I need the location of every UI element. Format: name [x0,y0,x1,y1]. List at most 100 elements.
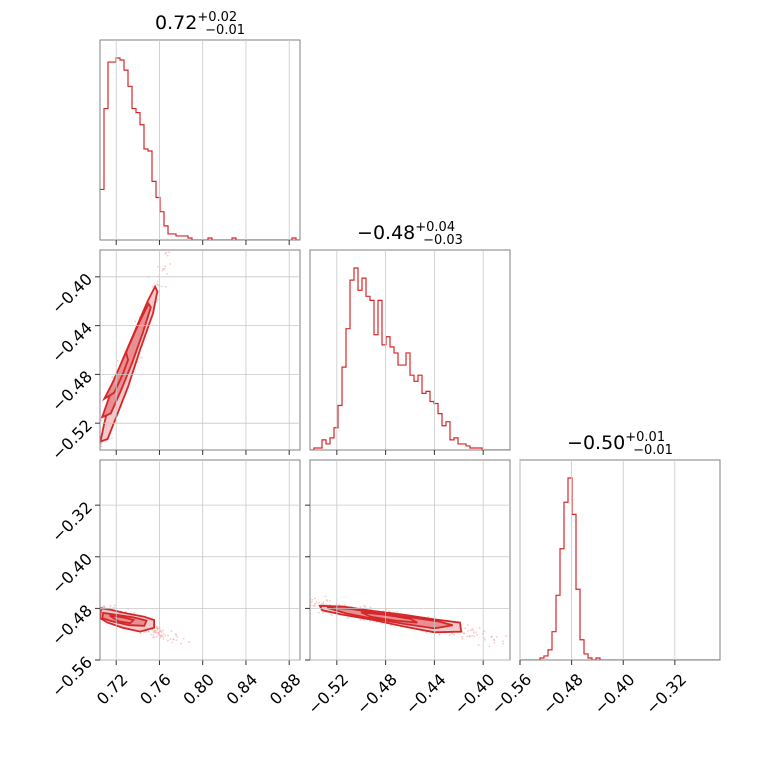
sample-point [257,592,259,594]
sample-point [170,241,172,243]
sample-point [302,607,304,609]
sample-point [451,632,453,635]
sample-point [438,633,441,636]
sample-point [162,632,165,635]
sample-point [167,639,169,642]
sample-point [164,252,167,255]
sample-point [375,621,378,624]
x-axis-0-0 [115,40,290,245]
sample-point [97,434,99,436]
sample-point [225,95,227,97]
sample-point [322,611,324,614]
sample-point [322,603,325,606]
sample-point [291,600,293,602]
y-axis-1-2 [305,504,510,661]
sample-point [162,267,165,270]
sample-point [95,605,97,607]
x-tick-label: 0.76 [136,670,175,709]
sample-point [312,604,315,607]
sample-point [325,599,328,601]
sample-point [159,636,162,639]
histogram-2 [519,459,721,661]
sample-point [318,601,320,604]
x-tick-label: 0.84 [223,670,262,709]
sample-point [89,606,91,608]
param-0-title: 0.72+0.02 −0.01 [155,10,245,38]
sample-point [488,645,491,648]
sample-point [280,598,282,600]
sample-point [159,630,162,633]
histogram-step-0 [100,57,300,240]
contour-line-outer [318,604,463,634]
sample-point [87,475,89,477]
sample-point [152,630,155,633]
sample-point [232,594,234,596]
sample-point [303,606,305,608]
sample-point [448,634,451,637]
sample-point [284,598,286,600]
sample-point [475,631,478,634]
sample-point [159,629,162,632]
sample-point [89,463,91,465]
sample-point [74,598,76,600]
sample-point [573,654,575,656]
sample-point [478,626,481,629]
sample-point [164,236,166,238]
sample-point [281,595,283,597]
sample-point [153,636,156,639]
panel-frame [99,249,301,451]
param-1-title: −0.48+0.04 −0.03 [357,220,463,248]
sample-point [520,637,522,639]
sample-point [174,248,176,250]
sample-point [462,632,465,635]
x-tick-label: −0.40 [450,670,498,718]
sample-point [167,243,169,245]
contour-line-mid [326,606,453,630]
contour-fill-inner [109,615,134,624]
sample-point [181,224,183,226]
sample-point [100,456,102,458]
x-tick-label: −0.44 [402,670,450,718]
y-axis-0-2: −0.56−0.48−0.40−0.32 [48,498,300,701]
x-tick-label: −0.40 [590,670,638,718]
sample-point [86,603,88,605]
sample-point [255,599,257,601]
sample-point [263,591,265,593]
sample-point [164,265,167,268]
sample-point [156,280,159,283]
sample-point [207,148,209,150]
sample-point [453,633,455,636]
sample-point [156,265,159,268]
sample-point [100,445,103,448]
sample-point [290,601,292,603]
sample-point [305,599,307,601]
sample-point [139,632,142,635]
sample-point [523,643,525,645]
sample-point [87,603,89,605]
sample-point [91,607,93,609]
y-tick-label: −0.32 [48,498,96,546]
sample-point [472,629,475,632]
panel-frame [309,249,511,451]
sample-point [94,603,96,605]
sample-point [165,251,168,254]
sample-point [317,611,320,614]
sample-point [161,269,164,272]
sample-point [98,604,100,606]
panel-frame [309,459,511,661]
sample-point [306,599,308,601]
sample-point [65,598,67,600]
sample-point [310,601,313,603]
sample-point [137,360,139,363]
sample-point [74,601,76,603]
sample-point [95,451,97,453]
x-tick-label: −0.32 [642,670,690,718]
sample-point [97,605,99,607]
sample-point [155,625,158,628]
sample-point [315,601,318,603]
sample-point [188,641,191,643]
sample-point [156,629,159,632]
sample-point [153,629,156,632]
sample-point [157,284,159,286]
sample-point [94,604,96,606]
